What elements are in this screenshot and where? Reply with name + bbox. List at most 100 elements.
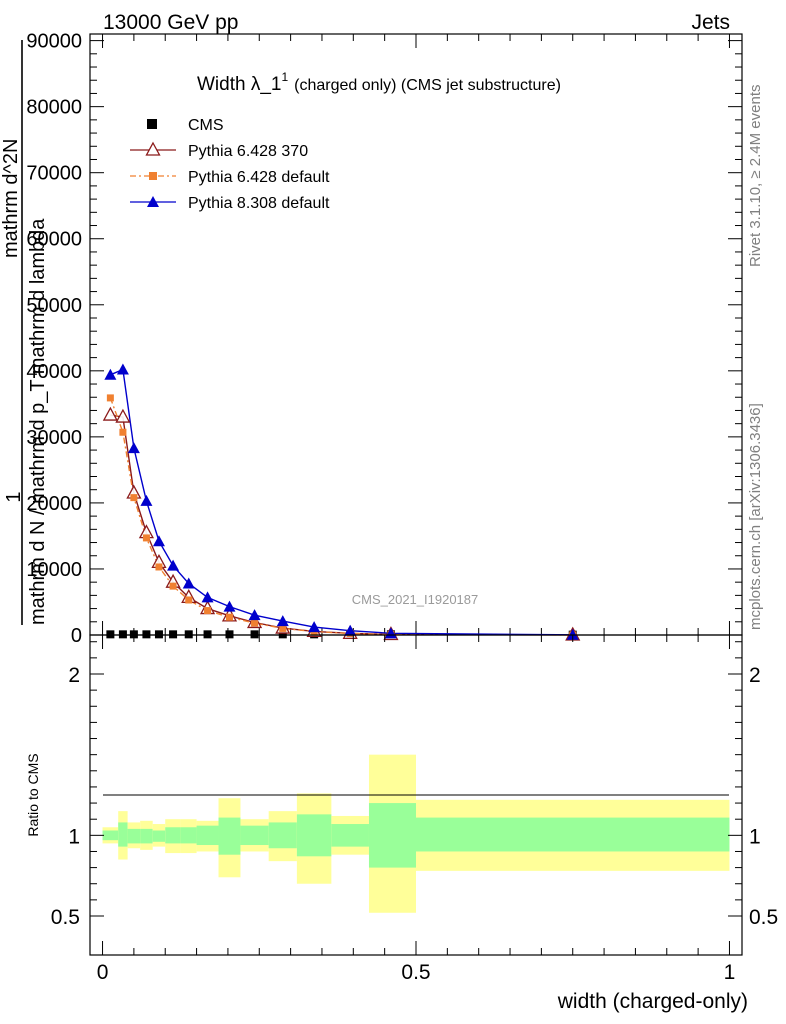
main-ytick-label: 40000: [26, 361, 82, 383]
point-p8-default: [140, 494, 153, 506]
series-line-p8-default: [110, 368, 573, 636]
point-cms: [203, 630, 212, 639]
ratio-band-inner: [127, 828, 141, 844]
point-p8-default: [116, 363, 129, 375]
point-p6-default: [204, 607, 212, 615]
point-p6-default: [251, 619, 259, 627]
ylabel-numerator: 1: [3, 491, 25, 502]
ratio-band-inner: [296, 814, 332, 857]
point-cms: [154, 630, 163, 639]
point-p6-default: [155, 563, 163, 571]
ratio-band-inner: [180, 827, 197, 844]
ratio-ytick-label-right: 2: [749, 664, 761, 687]
point-cms: [169, 630, 178, 639]
point-p6-default: [106, 394, 114, 402]
point-p8-default: [223, 600, 236, 612]
xtick-label: 1: [724, 961, 736, 984]
main-ytick-label: 20000: [26, 493, 82, 515]
ratio-ytick-label-left: 2: [68, 664, 80, 687]
main-ytick-label: 0: [71, 625, 82, 647]
point-p8-default: [276, 615, 289, 627]
point-p8-default: [344, 624, 357, 636]
ylabel-garbled-1: mathrm d N / mathrm d p_T mathrm d lambd…: [27, 218, 49, 625]
point-p6-default: [279, 624, 287, 632]
point-p8-default: [201, 591, 214, 603]
point-p8-default: [152, 535, 165, 547]
plot-title-suffix: (charged only) (CMS jet substructure): [294, 77, 561, 94]
ratio-bands: [102, 754, 730, 913]
xtick-label: 0.5: [401, 961, 430, 984]
ratio-panel: 0.5 0.5 1 1 2 2 0 0.5 1: [51, 634, 778, 984]
ratio-band-inner: [196, 825, 219, 846]
point-p8-default: [127, 442, 140, 454]
ratio-band-inner: [331, 824, 369, 847]
legend: CMS Pythia 6.428 370 Pythia 6.428 defaul…: [130, 117, 330, 212]
ylabel-garbled-2: mathrm d^2N: [0, 139, 22, 258]
ratio-band-inner: [218, 817, 241, 855]
ratio-band-inner: [140, 828, 153, 844]
point-p6-default: [119, 428, 127, 436]
ratio-band-inner: [165, 827, 181, 844]
point-p8-default: [104, 368, 117, 380]
main-ticks: 0 10000 20000 30000 40000 50000 60000 70000 8000…: [26, 31, 742, 647]
legend-marker-p6-default: [149, 172, 157, 180]
point-p6-370: [115, 408, 131, 423]
rivet-label: Rivet 3.1.10, ≥ 2.4M events: [747, 85, 764, 268]
series-line-p6-default: [109, 397, 573, 636]
ratio-ytick-label-right: 0.5: [749, 906, 778, 929]
legend-label-p6-370: Pythia 6.428 370: [188, 143, 308, 160]
plot-title: Width λ_11 (charged only) (CMS jet substr…: [197, 70, 561, 95]
point-p6-default: [225, 613, 233, 621]
point-p6-default: [142, 534, 150, 542]
header-left: 13000 GeV pp: [103, 11, 238, 34]
series-line-p6-370: [110, 414, 573, 636]
legend-label-p6-default: Pythia 6.428 default: [188, 169, 330, 186]
xtick-label: 0: [97, 961, 109, 984]
point-p8-default: [182, 577, 195, 589]
analysis-watermark: CMS_2021_I1920187: [352, 592, 479, 607]
mcplots-label: mcplots.cern.ch [arXiv:1306.3436]: [747, 403, 764, 630]
point-cms: [225, 630, 234, 639]
point-p6-default: [185, 596, 193, 604]
main-series: [102, 363, 581, 641]
point-p6-370: [102, 406, 118, 421]
xlabel: width (charged-only): [557, 990, 748, 1013]
main-ytick-label: 10000: [26, 559, 82, 581]
point-cms: [106, 630, 115, 639]
point-cms: [142, 630, 151, 639]
ratio-band-inner: [152, 830, 166, 842]
point-cms: [129, 630, 138, 639]
main-ytick-label: 60000: [26, 229, 82, 251]
main-ytick-label: 50000: [26, 295, 82, 317]
ratio-ytick-label-right: 1: [749, 825, 761, 848]
legend-label-p8-default: Pythia 8.308 default: [188, 195, 330, 212]
plot-title-sup: 1: [281, 70, 288, 84]
ratio-band-inner: [102, 830, 119, 841]
header-right: Jets: [691, 11, 730, 34]
point-cms: [278, 630, 287, 639]
plot-title-main: Width λ_1: [197, 74, 281, 95]
legend-marker-p8-default: [147, 196, 159, 207]
point-p8-default: [308, 621, 321, 633]
ratio-ylabel: Ratio to CMS: [25, 753, 41, 836]
main-ytick-label: 70000: [26, 163, 82, 185]
ratio-ytick-label-left: 0.5: [51, 906, 80, 929]
ratio-band-inner: [268, 822, 297, 849]
point-cms: [250, 630, 259, 639]
main-ylabel: 1 mathrm d N / mathrm d p_T mathrm d lam…: [0, 40, 49, 625]
ratio-band-inner: [416, 817, 730, 852]
legend-marker-p6-370: [145, 141, 161, 156]
point-p6-default: [130, 494, 138, 502]
ratio-band-inner: [240, 825, 269, 846]
main-ytick-label: 90000: [26, 31, 82, 53]
point-cms: [118, 630, 127, 639]
point-p6-default: [169, 582, 177, 590]
ratio-ytick-label-left: 1: [68, 825, 80, 848]
ratio-band-inner: [118, 822, 128, 847]
main-panel: 0 10000 20000 30000 40000 50000 60000 70000 8000…: [26, 31, 743, 647]
point-cms: [184, 630, 193, 639]
point-p8-default: [566, 628, 579, 640]
ratio-ticks: 0.5 0.5 1 1 2 2 0 0.5 1: [51, 635, 778, 984]
ratio-band-inner: [368, 803, 416, 868]
legend-marker-cms: [147, 119, 157, 129]
